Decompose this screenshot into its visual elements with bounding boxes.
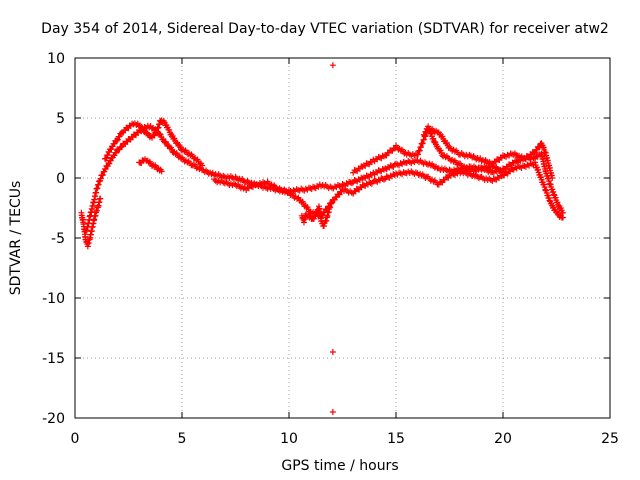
data-point	[152, 129, 159, 136]
data-point	[189, 162, 196, 169]
y-axis-label: SDTVAR / TECUs	[8, 181, 24, 296]
data-point	[454, 161, 461, 168]
data-point	[430, 178, 437, 185]
data-point	[430, 135, 437, 142]
data-point	[445, 155, 452, 162]
data-point	[450, 158, 457, 165]
y-tick-label: -5	[51, 231, 65, 247]
y-tick-label: -20	[42, 411, 65, 427]
data-point	[103, 155, 110, 162]
x-tick-label: 10	[280, 431, 298, 447]
outlier-point	[329, 349, 336, 355]
x-tick-label: 25	[601, 431, 619, 447]
x-axis-label: GPS time / hours	[281, 458, 398, 474]
data-point	[99, 172, 106, 178]
data-point	[425, 123, 432, 130]
data-point	[359, 163, 366, 170]
data-point	[451, 148, 458, 155]
data-points	[78, 62, 566, 415]
data-point	[287, 191, 294, 198]
x-tick-label: 0	[71, 431, 80, 447]
data-point	[151, 132, 158, 139]
plot-frame	[74, 57, 611, 419]
data-point	[113, 137, 120, 144]
axis-ticks: 0 5 10 15 20 25 -20 -15 -10 -5 0 5 10	[42, 51, 619, 447]
outlier-point	[329, 62, 336, 69]
data-point	[113, 149, 120, 156]
x-tick-label: 20	[494, 431, 512, 447]
y-tick-label: -15	[42, 351, 65, 367]
data-point	[348, 180, 355, 187]
chart-title: Day 354 of 2014, Sidereal Day-to-day VTE…	[41, 21, 609, 37]
data-point	[380, 176, 387, 183]
data-point	[549, 175, 556, 181]
data-point	[491, 165, 498, 172]
data-point	[269, 183, 276, 190]
x-tick-label: 5	[178, 431, 187, 447]
x-tick-label: 15	[387, 431, 405, 447]
data-point	[320, 223, 327, 229]
grid-lines	[75, 58, 610, 418]
outlier-point	[329, 409, 336, 415]
data-point	[559, 214, 566, 221]
y-tick-label: -10	[42, 291, 65, 307]
data-point	[428, 130, 435, 137]
data-point	[209, 169, 216, 176]
data-point	[495, 167, 502, 174]
data-point	[97, 175, 104, 182]
y-tick-label: 0	[56, 171, 65, 187]
data-point	[422, 175, 429, 181]
data-point	[328, 200, 335, 207]
y-tick-label: 10	[47, 51, 65, 67]
data-point	[196, 166, 203, 173]
data-point	[118, 144, 125, 151]
data-point	[158, 168, 165, 175]
y-tick-label: 5	[56, 111, 65, 127]
data-point	[462, 165, 469, 172]
data-point	[500, 169, 506, 175]
data-point	[184, 159, 191, 166]
data-point	[199, 162, 206, 169]
data-point	[97, 195, 104, 202]
